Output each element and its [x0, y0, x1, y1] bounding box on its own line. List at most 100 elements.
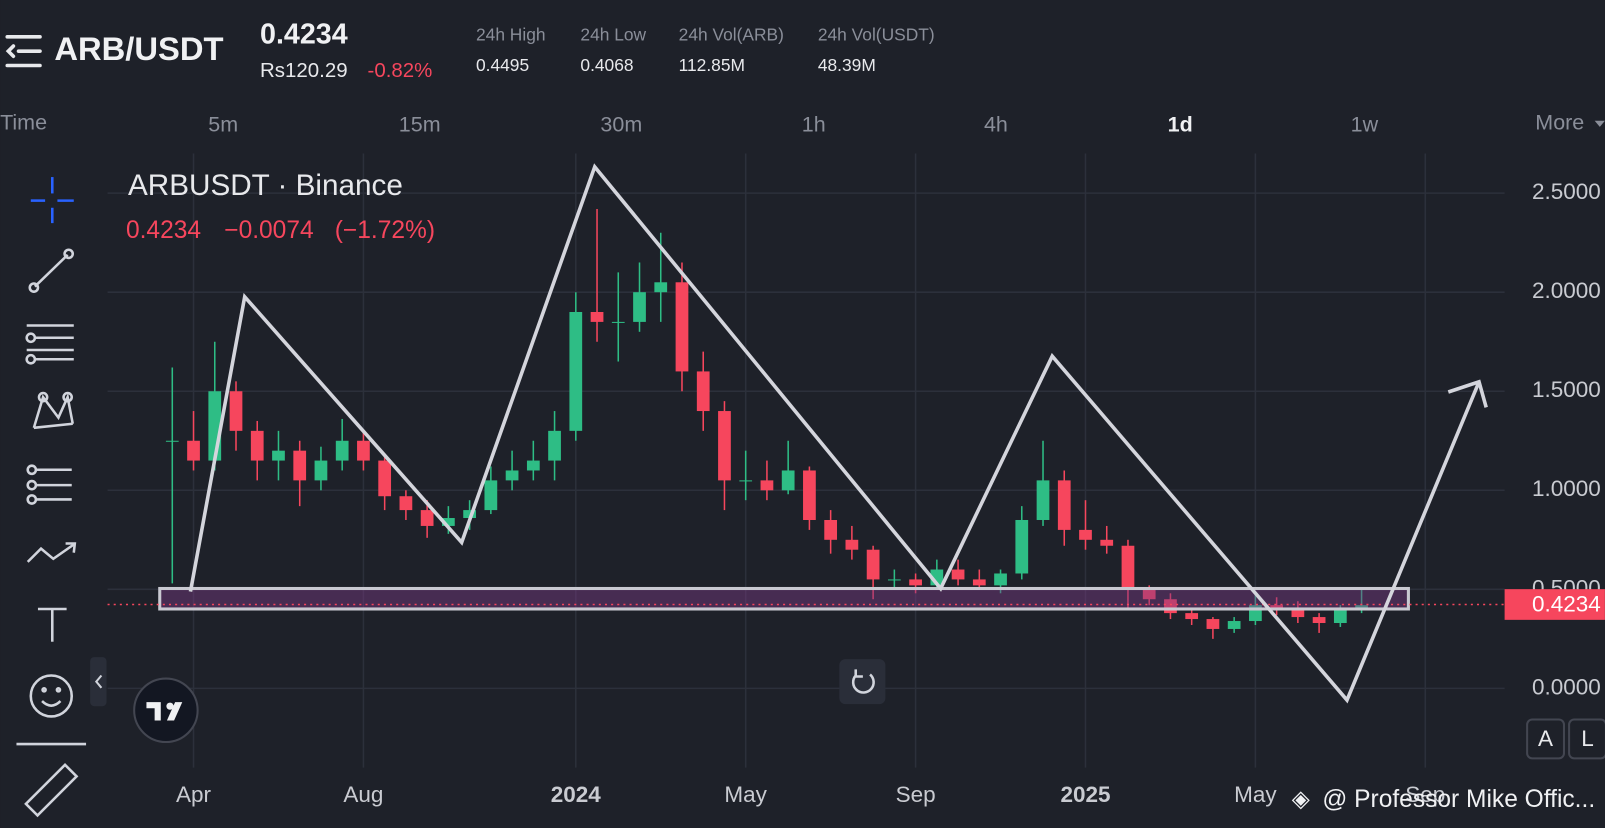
fib-tool[interactable]: [25, 324, 74, 365]
legend-change-pct: (−1.72%): [335, 217, 435, 244]
watermark: @ Professor Mike Offic...: [1322, 786, 1595, 813]
last-price-label: 0.4234: [1532, 591, 1601, 616]
trendline-tool[interactable]: [28, 248, 75, 293]
candle-body: [463, 510, 476, 519]
candle-body: [420, 510, 434, 526]
candle-body: [1121, 545, 1135, 590]
timeframe-more[interactable]: More: [1535, 111, 1584, 135]
candle-body: [335, 440, 349, 461]
watermark-icon: ◈: [1292, 786, 1311, 812]
last-price: 0.4234: [260, 18, 348, 50]
chart-title: ARBUSDT · Binance: [128, 169, 403, 202]
stat-value: 0.4495: [476, 55, 529, 75]
y-tick-label: 2.5000: [1532, 179, 1601, 204]
stat-label: 24h Vol(USDT): [818, 24, 935, 44]
reset-button[interactable]: [839, 659, 886, 705]
candle-body: [994, 573, 1007, 586]
candle-body: [505, 470, 519, 481]
last-price-tag: [1504, 589, 1605, 620]
candle-body: [484, 480, 498, 511]
candle-body: [781, 470, 795, 491]
x-tick-label: May: [724, 782, 767, 807]
y-tick-label: 1.0000: [1532, 476, 1601, 501]
candle-body: [1206, 619, 1220, 629]
x-tick-label: 2025: [1060, 782, 1110, 807]
candle-body: [1312, 617, 1326, 624]
menu-icon[interactable]: [5, 35, 42, 68]
candle-body: [1227, 621, 1241, 629]
crosshair-tool[interactable]: [30, 177, 74, 224]
candle-body: [611, 321, 625, 323]
timeframe-option[interactable]: 30m: [600, 113, 642, 137]
candle-body: [378, 460, 392, 497]
measure-tool[interactable]: [24, 762, 79, 818]
candle-body: [590, 311, 604, 322]
stat-value: 112.85M: [679, 55, 745, 75]
legend-close: 0.4234: [126, 217, 201, 244]
stat-label: 24h Vol(ARB): [679, 24, 784, 44]
timeframe-option[interactable]: 15m: [399, 113, 441, 137]
timeframe-option[interactable]: 5m: [208, 113, 238, 137]
candle-body: [250, 430, 264, 461]
timeframe-label: Time: [0, 111, 47, 135]
candle-body: [165, 440, 179, 442]
candle-body: [1333, 609, 1347, 624]
reset-icon: [851, 669, 875, 694]
stat-value: 0.4068: [580, 55, 633, 75]
candle-body: [526, 460, 540, 471]
scale-button-label: A: [1538, 726, 1553, 751]
x-tick-label: Apr: [176, 782, 212, 807]
forecast-tool[interactable]: [26, 464, 72, 505]
candle-body: [972, 579, 986, 586]
candle-body: [696, 371, 710, 412]
candle-body: [272, 450, 285, 461]
scale-button-label: L: [1581, 726, 1594, 751]
timeframe-option[interactable]: 1w: [1351, 113, 1379, 137]
zigzag-drawing[interactable]: [188, 163, 1488, 704]
candle-body: [675, 282, 689, 372]
candle-body: [803, 470, 816, 520]
x-tick-label: May: [1234, 782, 1277, 807]
tv-logo[interactable]: [133, 677, 199, 744]
candle-body: [1291, 609, 1305, 618]
x-tick-label: Sep: [1405, 782, 1445, 807]
tv-logo-dot: [166, 702, 174, 710]
stat-label: 24h Low: [580, 24, 646, 44]
emoji-tool[interactable]: [29, 674, 74, 718]
scale-button[interactable]: [1526, 718, 1565, 760]
candle-body: [760, 480, 774, 491]
y-tick-label: 0.0000: [1532, 674, 1601, 699]
candle-body: [909, 579, 922, 586]
support-zone[interactable]: [158, 586, 1410, 611]
text-tool[interactable]: [37, 607, 67, 642]
path-tool[interactable]: [26, 542, 77, 563]
candle-body: [569, 311, 583, 431]
timeframe-option[interactable]: 1h: [802, 113, 826, 137]
timeframe-option[interactable]: 1d: [1168, 113, 1193, 137]
candle-body: [399, 496, 413, 511]
candle-body: [1036, 480, 1050, 520]
y-tick-label: 2.0000: [1532, 278, 1601, 303]
candle-body: [293, 450, 307, 481]
candle-body: [1079, 529, 1092, 540]
pair-name[interactable]: ARB/USDT: [54, 30, 223, 67]
scale-button[interactable]: [1568, 718, 1605, 760]
candle-body: [314, 460, 328, 481]
candle-body: [1015, 519, 1029, 574]
candle-body: [739, 480, 753, 482]
toolbar-collapse[interactable]: [90, 657, 107, 707]
x-tick-label: Sep: [896, 782, 936, 807]
candle-body: [1142, 589, 1156, 600]
candle-body: [548, 430, 561, 461]
stat-value: 48.39M: [818, 55, 876, 75]
candle-body: [1100, 539, 1114, 546]
pattern-tool[interactable]: [32, 391, 75, 430]
candle-body: [1270, 605, 1284, 610]
legend-change: −0.0074: [224, 217, 313, 244]
candle-body: [1185, 613, 1199, 620]
candle-body: [442, 518, 455, 526]
timeframe-option[interactable]: 4h: [984, 113, 1008, 137]
candle-body: [951, 569, 965, 580]
price-change: -0.82%: [368, 59, 433, 82]
